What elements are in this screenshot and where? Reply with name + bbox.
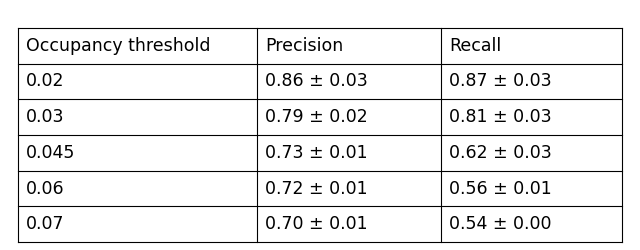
Text: 0.70 ± 0.01: 0.70 ± 0.01 [265,215,367,233]
Text: 0.045: 0.045 [26,144,76,162]
Text: 0.86 ± 0.03: 0.86 ± 0.03 [265,72,367,90]
Text: 0.81 ± 0.03: 0.81 ± 0.03 [449,108,552,126]
Text: Recall: Recall [449,37,501,55]
Text: 0.02: 0.02 [26,72,65,90]
Text: 0.72 ± 0.01: 0.72 ± 0.01 [265,180,367,198]
Text: Precision: Precision [265,37,343,55]
Text: 0.56 ± 0.01: 0.56 ± 0.01 [449,180,552,198]
Text: 0.03: 0.03 [26,108,65,126]
Text: 0.79 ± 0.02: 0.79 ± 0.02 [265,108,367,126]
Text: Occupancy threshold: Occupancy threshold [26,37,211,55]
Text: 0.87 ± 0.03: 0.87 ± 0.03 [449,72,552,90]
Text: 0.73 ± 0.01: 0.73 ± 0.01 [265,144,367,162]
Text: 0.07: 0.07 [26,215,65,233]
Text: 0.54 ± 0.00: 0.54 ± 0.00 [449,215,552,233]
Text: 0.06: 0.06 [26,180,65,198]
Text: 0.62 ± 0.03: 0.62 ± 0.03 [449,144,552,162]
